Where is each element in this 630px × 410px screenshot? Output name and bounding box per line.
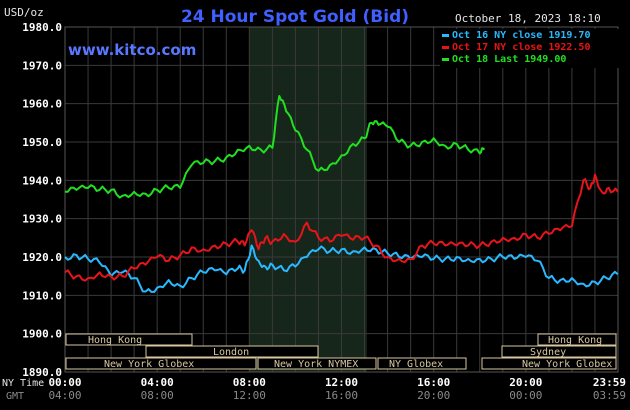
gmt-label: GMT <box>6 391 24 402</box>
nytime-label: NY Time <box>2 378 44 389</box>
x-tick-label-ny: 12:00 <box>325 376 358 389</box>
y-tick-label: 1930.0 <box>22 213 62 226</box>
x-tick-label-ny: 23:59 <box>593 376 626 389</box>
units-label: USD/oz <box>4 6 44 19</box>
x-tick-label-ny: 04:00 <box>141 376 174 389</box>
session-hongkong-1 <box>65 333 193 346</box>
session-nyglobex-1-label: New York Globex <box>104 359 194 370</box>
legend-swatch-oct18 <box>442 58 449 61</box>
y-tick-label: 1960.0 <box>22 98 62 111</box>
legend-swatch-oct16 <box>442 34 449 37</box>
x-tick-label-ny: 00:00 <box>48 376 81 389</box>
y-tick-label: 1910.0 <box>22 289 62 302</box>
session-sydney-label: Sydney <box>530 347 566 358</box>
y-tick-label: 1940.0 <box>22 174 62 187</box>
session-hongkong-2 <box>537 333 617 346</box>
brand-label: www.kitco.com <box>68 41 196 59</box>
x-tick-label-ny: 08:00 <box>233 376 266 389</box>
series-layer <box>64 95 619 293</box>
session-nyglobex-1 <box>65 357 257 370</box>
session-nyglobex-3-label: New York Globex <box>522 359 612 370</box>
series-line-oct18 <box>64 95 486 199</box>
y-tick-label: 1890.0 <box>22 366 62 379</box>
x-tick-label-ny: 16:00 <box>417 376 450 389</box>
x-tick-label-gmt: 00:00 <box>509 389 542 402</box>
x-tick-label-gmt: 08:00 <box>141 389 174 402</box>
x-tick-label-gmt: 16:00 <box>325 389 358 402</box>
legend-oct18: Oct 18 Last 1949.00 <box>452 54 566 65</box>
x-tick-label-gmt: 20:00 <box>417 389 450 402</box>
plot-border <box>64 26 619 373</box>
session-nymex-label: New York NYMEX <box>274 359 358 370</box>
trading-sessions: Hong Kong Hong Kong London Sydney New Yo… <box>65 333 617 370</box>
legend-oct16: Oct 16 NY close 1919.70 <box>452 30 590 41</box>
series-line-oct16 <box>64 244 619 293</box>
session-sydney <box>501 345 617 358</box>
y-tick-label: 1980.0 <box>22 21 62 34</box>
y-tick-label: 1900.0 <box>22 328 62 341</box>
y-axis: 1980.0 1970.0 1960.0 1950.0 1940.0 1930.0 1920… <box>22 21 62 379</box>
y-tick-label: 1970.0 <box>22 59 62 72</box>
timestamp: October 18, 2023 18:10 <box>455 12 601 25</box>
session-nyglobex-2-label: NY Globex <box>389 359 443 370</box>
legend-oct17: Oct 17 NY close 1922.50 <box>452 42 590 53</box>
x-tick-label-gmt: 03:59 <box>593 389 626 402</box>
active-session-band <box>249 27 367 372</box>
session-nyglobex-2 <box>377 357 467 370</box>
x-axis: 00:0004:0004:0008:0008:0012:0012:0016:00… <box>48 376 626 402</box>
session-hongkong-2-label: Hong Kong <box>548 335 602 346</box>
x-tick-label-ny: 20:00 <box>509 376 542 389</box>
session-london <box>145 345 319 358</box>
chart-title: 24 Hour Spot Gold (Bid) <box>181 7 409 27</box>
legend-swatch-oct17 <box>442 46 449 49</box>
session-nyglobex-3 <box>481 357 617 370</box>
session-london-label: London <box>213 347 249 358</box>
series-line-oct17 <box>64 173 619 282</box>
session-nymex <box>257 357 377 370</box>
session-hongkong-1-label: Hong Kong <box>88 335 142 346</box>
legend: Oct 16 NY close 1919.70 Oct 17 NY close … <box>440 29 625 68</box>
x-tick-label-gmt: 12:00 <box>233 389 266 402</box>
y-tick-label: 1920.0 <box>22 251 62 264</box>
legend-box <box>440 29 625 68</box>
x-tick-label-gmt: 04:00 <box>48 389 81 402</box>
y-tick-label: 1950.0 <box>22 136 62 149</box>
